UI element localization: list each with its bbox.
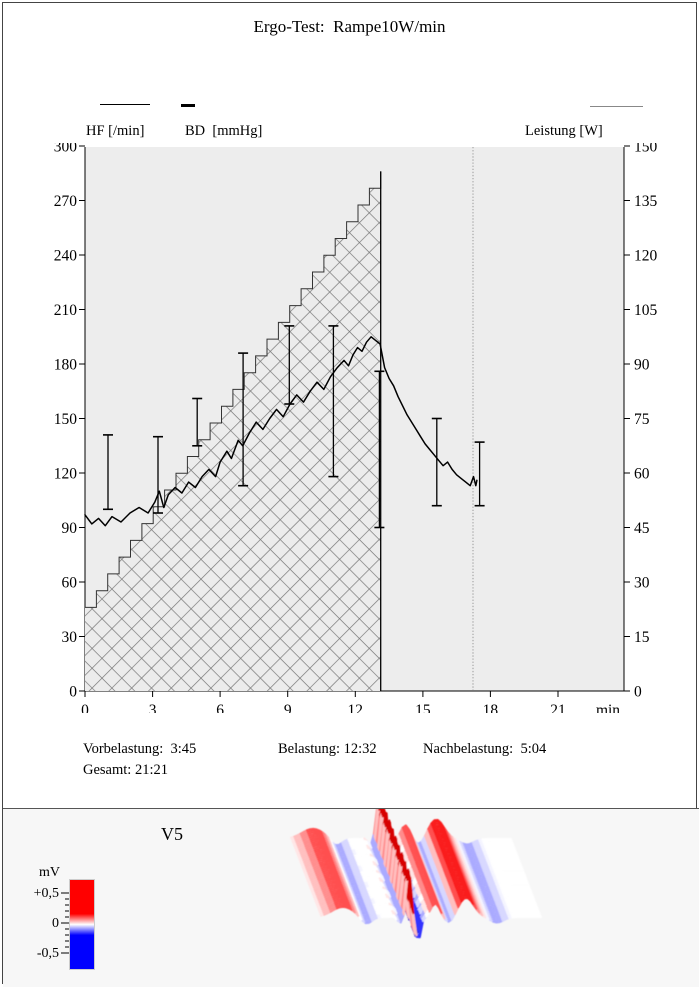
svg-text:120: 120 <box>634 248 658 265</box>
svg-text:240: 240 <box>54 248 78 265</box>
svg-text:45: 45 <box>634 520 650 537</box>
svg-text:15: 15 <box>634 629 650 646</box>
svg-text:150: 150 <box>54 411 78 428</box>
svg-text:+0,5: +0,5 <box>34 886 59 901</box>
svg-text:0: 0 <box>52 916 59 931</box>
svg-text:75: 75 <box>634 411 650 428</box>
svg-text:150: 150 <box>634 143 658 156</box>
svg-text:210: 210 <box>54 302 78 319</box>
svg-text:18: 18 <box>483 702 499 713</box>
svg-text:180: 180 <box>54 357 78 374</box>
svg-text:300: 300 <box>54 143 78 156</box>
svg-text:30: 30 <box>62 629 78 646</box>
svg-text:0: 0 <box>69 684 77 701</box>
svg-text:12: 12 <box>348 702 364 713</box>
svg-text:-0,5: -0,5 <box>37 946 59 961</box>
svg-text:90: 90 <box>62 520 78 537</box>
svg-text:90: 90 <box>634 357 650 374</box>
svg-text:105: 105 <box>634 302 658 319</box>
svg-text:3: 3 <box>149 702 157 713</box>
svg-text:30: 30 <box>634 575 650 592</box>
svg-text:15: 15 <box>415 702 431 713</box>
svg-text:120: 120 <box>54 466 78 483</box>
svg-text:21: 21 <box>550 702 566 713</box>
svg-text:9: 9 <box>284 702 292 713</box>
svg-text:min: min <box>596 702 620 713</box>
svg-text:270: 270 <box>54 193 78 210</box>
svg-text:0: 0 <box>634 684 642 701</box>
svg-text:60: 60 <box>634 466 650 483</box>
svg-text:135: 135 <box>634 193 658 210</box>
svg-text:60: 60 <box>62 575 78 592</box>
svg-text:0: 0 <box>81 702 89 713</box>
svg-text:6: 6 <box>216 702 224 713</box>
